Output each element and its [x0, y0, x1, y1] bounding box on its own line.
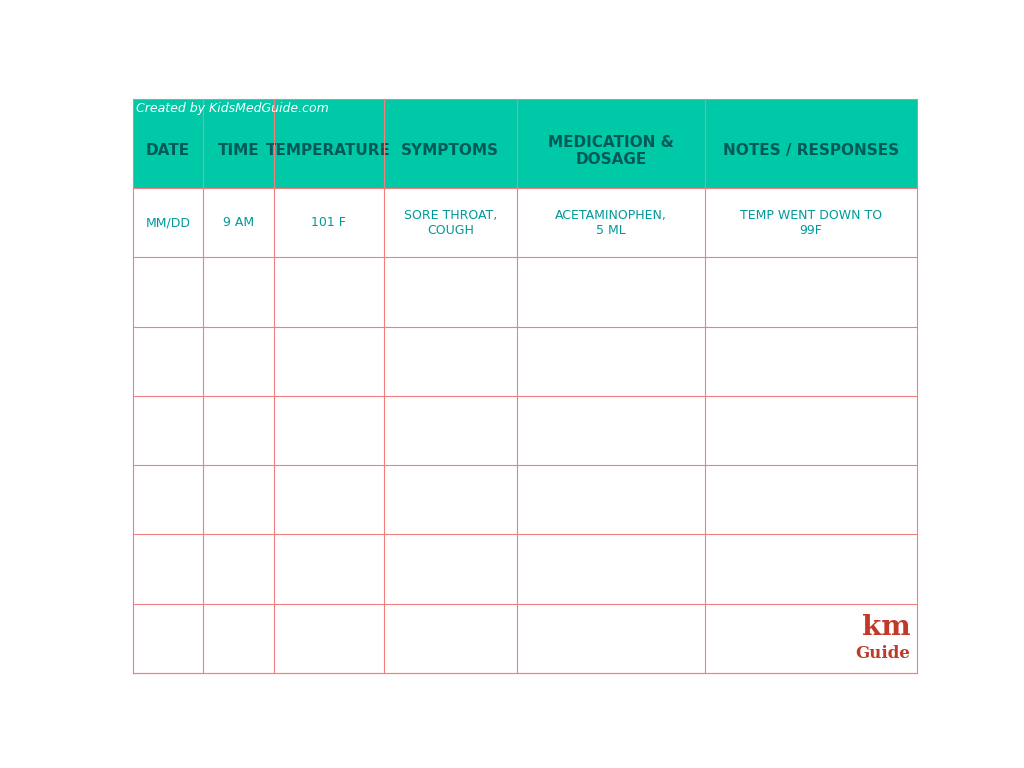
Text: MEDICATION &
DOSAGE: MEDICATION & DOSAGE: [548, 134, 674, 167]
Text: 101 F: 101 F: [311, 217, 346, 230]
Text: km: km: [862, 614, 910, 641]
Text: NOTES / RESPONSES: NOTES / RESPONSES: [723, 144, 899, 158]
Text: TEMPERATURE: TEMPERATURE: [266, 144, 391, 158]
Text: ACETAMINOPHEN,
5 ML: ACETAMINOPHEN, 5 ML: [555, 209, 667, 237]
Bar: [133, 99, 916, 188]
Text: TEMP WENT DOWN TO
99F: TEMP WENT DOWN TO 99F: [740, 209, 882, 237]
Text: 9 AM: 9 AM: [223, 217, 254, 230]
Text: SORE THROAT,
COUGH: SORE THROAT, COUGH: [403, 209, 497, 237]
Text: MM/DD: MM/DD: [145, 217, 190, 230]
Text: SYMPTOMS: SYMPTOMS: [401, 144, 500, 158]
Text: DATE: DATE: [146, 144, 190, 158]
Text: Guide: Guide: [856, 645, 910, 662]
Text: TIME: TIME: [218, 144, 259, 158]
Text: Created by KidsMedGuide.com: Created by KidsMedGuide.com: [136, 102, 329, 115]
